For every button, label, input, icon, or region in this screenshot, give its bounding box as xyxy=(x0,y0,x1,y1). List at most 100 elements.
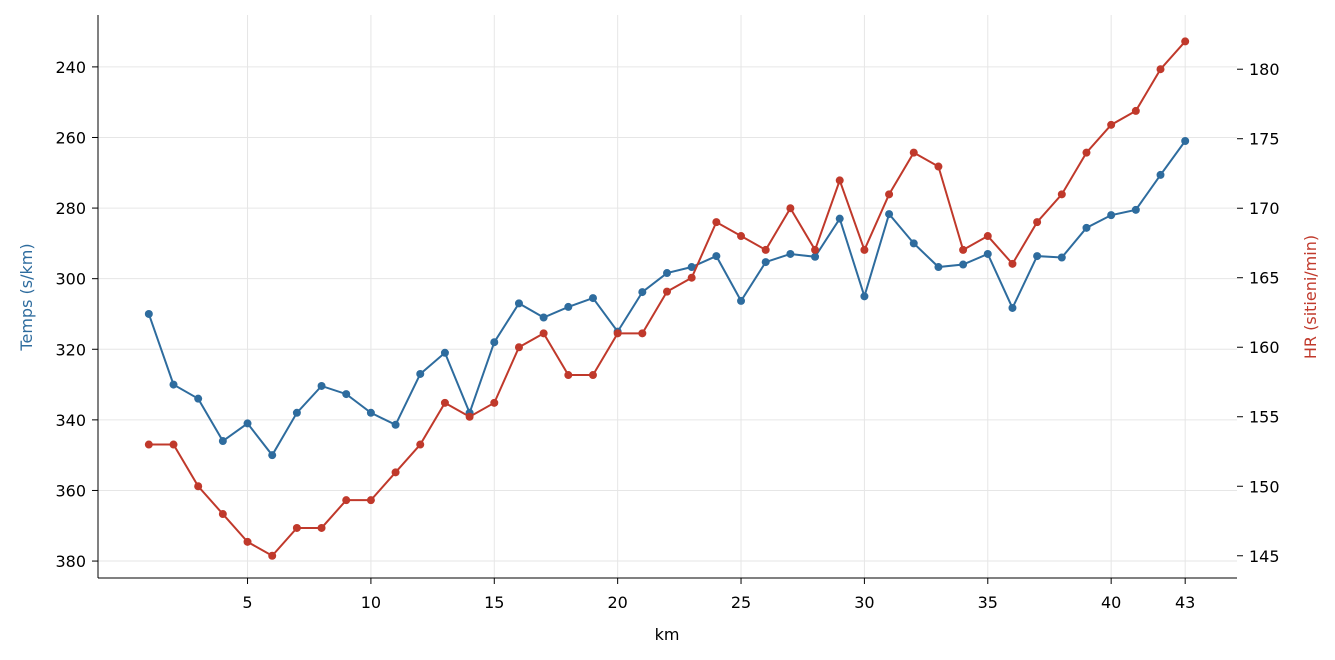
y-tick-label: 340 xyxy=(55,411,86,430)
data-point xyxy=(1057,190,1066,199)
data-point xyxy=(268,451,277,460)
data-point xyxy=(909,148,918,157)
x-tick-label: 5 xyxy=(242,593,252,612)
data-point xyxy=(638,288,647,297)
x-tick-label: 43 xyxy=(1175,593,1195,612)
x-tick-label: 30 xyxy=(854,593,874,612)
data-point xyxy=(1033,218,1042,227)
y2-tick-label: 160 xyxy=(1249,338,1280,357)
data-point xyxy=(1156,170,1165,179)
data-point xyxy=(564,371,573,380)
data-point xyxy=(1057,253,1066,262)
y-tick-label: 240 xyxy=(55,58,86,77)
data-point xyxy=(959,260,968,269)
data-point xyxy=(539,329,548,338)
data-point xyxy=(342,390,351,399)
data-point xyxy=(416,440,425,449)
y2-tick-label: 175 xyxy=(1249,130,1280,149)
data-point xyxy=(366,408,375,417)
data-point xyxy=(1008,259,1017,268)
data-point xyxy=(539,313,548,322)
y2-axis-label: HR (sitieni/min) xyxy=(1301,235,1320,359)
x-axis-label: km xyxy=(655,625,680,644)
series-line xyxy=(148,40,1186,558)
y2-tick-label: 170 xyxy=(1249,199,1280,218)
data-point xyxy=(786,249,795,258)
data-point xyxy=(1131,205,1140,214)
data-point xyxy=(983,249,992,258)
data-point xyxy=(761,245,770,254)
data-point xyxy=(786,204,795,213)
data-point xyxy=(144,440,153,449)
data-point xyxy=(317,381,326,390)
data-point xyxy=(490,398,499,407)
data-point xyxy=(588,294,597,303)
data-point xyxy=(440,398,449,407)
data-point xyxy=(934,263,943,272)
y-axis-label: Temps (s/km) xyxy=(17,243,36,351)
data-point xyxy=(860,245,869,254)
data-point xyxy=(1107,120,1116,129)
data-point xyxy=(613,329,622,338)
y-tick-label: 280 xyxy=(55,199,86,218)
y2-tick-label: 155 xyxy=(1249,408,1280,427)
data-point xyxy=(391,468,400,477)
data-point xyxy=(737,296,746,305)
data-point xyxy=(663,269,672,278)
data-point xyxy=(1156,65,1165,74)
data-point xyxy=(687,263,696,272)
data-point xyxy=(860,292,869,301)
x-tick-label: 25 xyxy=(731,593,751,612)
data-point xyxy=(687,273,696,282)
data-point xyxy=(144,309,153,318)
data-point xyxy=(1082,223,1091,232)
data-point xyxy=(292,523,301,532)
data-point xyxy=(514,299,523,308)
data-point xyxy=(1131,106,1140,115)
x-tick-label: 15 xyxy=(484,593,504,612)
data-point xyxy=(169,440,178,449)
x-tick-label: 40 xyxy=(1101,593,1121,612)
data-point xyxy=(342,496,351,505)
data-point xyxy=(959,245,968,254)
data-point xyxy=(588,371,597,380)
data-point xyxy=(292,408,301,417)
data-point xyxy=(811,252,820,261)
data-point xyxy=(490,338,499,347)
data-point xyxy=(194,394,203,403)
data-point xyxy=(909,239,918,248)
data-point xyxy=(440,348,449,357)
y2-tick-label: 150 xyxy=(1249,477,1280,496)
x-tick-label: 35 xyxy=(978,593,998,612)
y-tick-label: 360 xyxy=(55,481,86,500)
data-point xyxy=(218,510,227,519)
data-point xyxy=(564,302,573,311)
data-point xyxy=(835,176,844,185)
y-tick-label: 300 xyxy=(55,270,86,289)
data-point xyxy=(416,369,425,378)
data-point xyxy=(514,343,523,352)
data-point xyxy=(885,190,894,199)
data-point xyxy=(761,258,770,267)
data-point xyxy=(194,482,203,491)
y2-tick-label: 145 xyxy=(1249,547,1280,566)
data-point xyxy=(1033,252,1042,261)
data-point xyxy=(1181,137,1190,146)
y-tick-label: 380 xyxy=(55,552,86,571)
data-point xyxy=(712,252,721,261)
data-point xyxy=(268,551,277,560)
data-point xyxy=(243,419,252,428)
data-point xyxy=(169,380,178,389)
data-point xyxy=(811,245,820,254)
data-point xyxy=(983,232,992,241)
data-point xyxy=(1008,303,1017,312)
data-point xyxy=(663,287,672,296)
y-tick-label: 260 xyxy=(55,128,86,147)
data-point xyxy=(218,437,227,446)
x-tick-label: 20 xyxy=(607,593,627,612)
data-point xyxy=(737,232,746,241)
x-tick-label: 10 xyxy=(361,593,381,612)
data-point xyxy=(1082,148,1091,157)
y2-tick-label: 165 xyxy=(1249,269,1280,288)
